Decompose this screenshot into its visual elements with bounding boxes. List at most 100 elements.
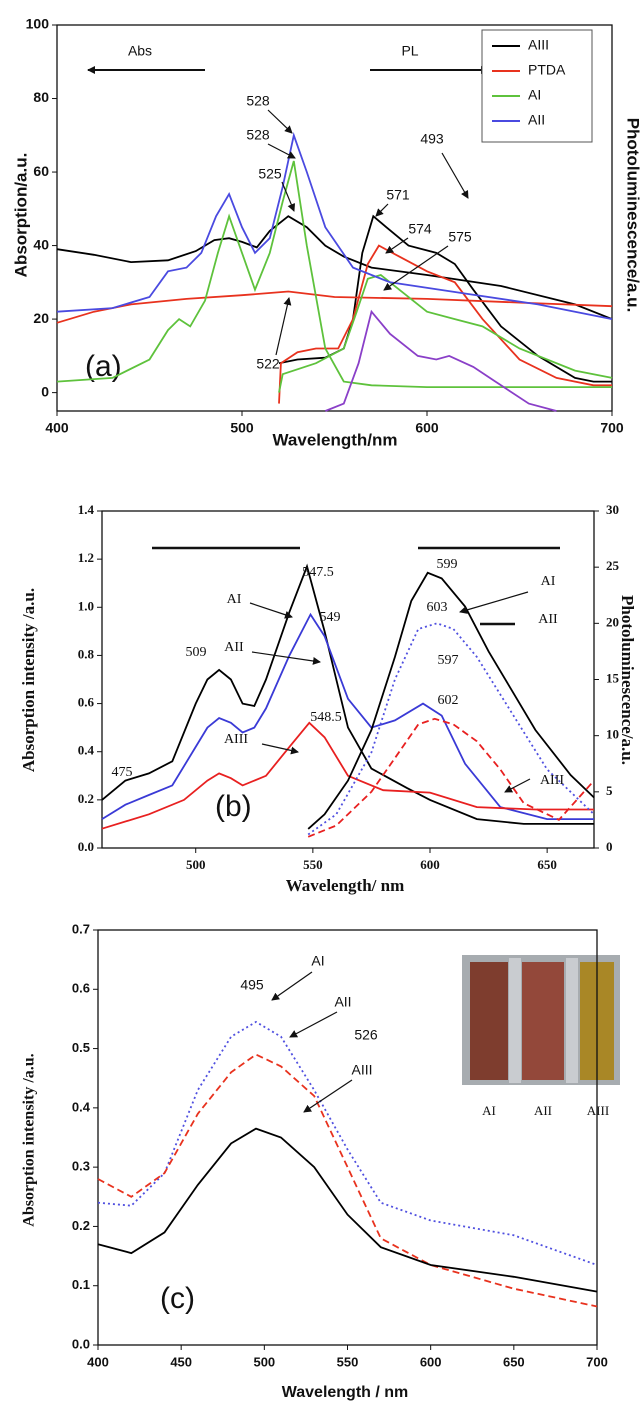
plot-frame [56, 24, 613, 412]
x-tick-label: 650 [503, 1354, 525, 1369]
annotation: 549 [320, 610, 341, 625]
y-tick-label: 1.2 [78, 550, 94, 565]
y-tick-label: 1.0 [78, 598, 94, 613]
y2-axis-label: Photoluminescence/a.u. [624, 118, 642, 313]
x-tick-label: 550 [337, 1354, 359, 1369]
legend-label: AII [528, 112, 545, 128]
annotation: 548.5 [310, 710, 342, 725]
y2-tick-label: 0 [606, 839, 613, 854]
series-line [56, 215, 613, 320]
series-line [307, 622, 595, 836]
annotation: 547.5 [302, 565, 334, 580]
x-tick-label: 500 [186, 857, 206, 872]
x-tick-label: 450 [170, 1354, 192, 1369]
annotation: AII [224, 640, 244, 655]
x-tick-label: 600 [420, 857, 440, 872]
annotation: AIII [351, 1062, 372, 1078]
y2-tick-label: 10 [606, 727, 619, 742]
annotation-arrow [289, 1011, 338, 1038]
x-tick-label: 650 [537, 857, 557, 872]
x-axis-label: Wavelength/ nm [286, 876, 405, 895]
legend-label: AI [528, 87, 541, 103]
annotation: AIII [540, 773, 564, 788]
y2-tick-label: 5 [606, 783, 613, 798]
series-line [97, 1053, 598, 1308]
x-tick-label: 600 [415, 420, 439, 436]
annotation-arrow [249, 602, 293, 619]
x-axis-label: Wavelength / nm [282, 1384, 409, 1401]
series-line [307, 717, 595, 838]
annotation: 509 [186, 645, 207, 660]
y-axis-label: Absorption/a.u. [11, 153, 30, 278]
x-tick-label: 550 [303, 857, 323, 872]
y-tick-label: 0.4 [72, 1099, 91, 1114]
annotation-arrow [271, 971, 313, 1001]
annotation-arrow [459, 591, 529, 614]
y-tick-label: 20 [33, 310, 49, 326]
y-tick-label: 0.6 [78, 695, 95, 710]
annotation: 493 [420, 131, 444, 147]
y-tick-label: 80 [33, 89, 49, 105]
y-tick-label: 0.6 [72, 981, 90, 996]
panel-label: (a) [85, 350, 122, 383]
y2-tick-label: 30 [606, 502, 619, 517]
annotation: Abs [128, 43, 152, 59]
series-line [324, 309, 557, 412]
annotation: 571 [386, 187, 410, 203]
y-tick-label: 100 [26, 16, 50, 32]
y-tick-label: 0.2 [78, 791, 94, 806]
y-tick-label: 0.2 [72, 1218, 90, 1233]
series-line [278, 244, 612, 404]
annotation-arrow [375, 203, 389, 217]
y-tick-label: 1.4 [78, 502, 95, 517]
y-tick-label: 0.8 [78, 646, 95, 661]
x-tick-label: 700 [600, 420, 624, 436]
panel-label: (b) [215, 790, 252, 823]
annotation-arrow [441, 152, 469, 199]
y-tick-label: 0.0 [78, 839, 94, 854]
series-line [56, 132, 613, 320]
series-line [101, 721, 594, 830]
annotation-arrow [267, 109, 293, 134]
annotation: 526 [354, 1027, 378, 1043]
annotation-arrow [267, 143, 296, 159]
inset-label: AII [534, 1103, 552, 1118]
annotation-arrow [261, 743, 299, 755]
annotation: AII [538, 612, 558, 627]
annotation-arrow [504, 778, 531, 793]
annotation: 495 [240, 977, 264, 993]
y-tick-label: 0.5 [72, 1040, 90, 1055]
y-axis-label: Absorption intensity /a.u. [21, 1053, 38, 1226]
annotation: 528 [246, 127, 270, 143]
series-line [56, 290, 613, 324]
x-axis-label: Wavelength/nm [273, 430, 398, 449]
annotation: 602 [438, 693, 459, 708]
x-tick-label: 400 [87, 1354, 109, 1369]
series-line [97, 1127, 598, 1293]
annotation: AI [311, 953, 324, 969]
y2-tick-label: 15 [606, 670, 620, 685]
x-tick-label: 500 [230, 420, 254, 436]
annotation: 522 [256, 356, 280, 372]
annotation: 525 [258, 166, 282, 182]
annotation-arrow [281, 181, 296, 212]
y-tick-label: 0.3 [72, 1159, 90, 1174]
y-tick-label: 0.7 [72, 921, 90, 936]
annotation: AI [541, 574, 556, 589]
y-tick-label: 0.0 [72, 1336, 90, 1351]
annotation: AII [334, 994, 351, 1010]
y2-axis-label: Photoluminescence/a.u. [618, 595, 637, 765]
y-tick-label: 60 [33, 163, 49, 179]
x-tick-label: 700 [586, 1354, 608, 1369]
annotation: 575 [448, 229, 472, 245]
series-line [56, 160, 612, 388]
series-line [101, 563, 594, 825]
annotation-arrow [385, 237, 409, 254]
series-line [278, 274, 613, 393]
annotation: 574 [408, 221, 432, 237]
annotation-arrow [251, 651, 321, 665]
annotation: 603 [427, 600, 448, 615]
series-line [307, 571, 595, 830]
